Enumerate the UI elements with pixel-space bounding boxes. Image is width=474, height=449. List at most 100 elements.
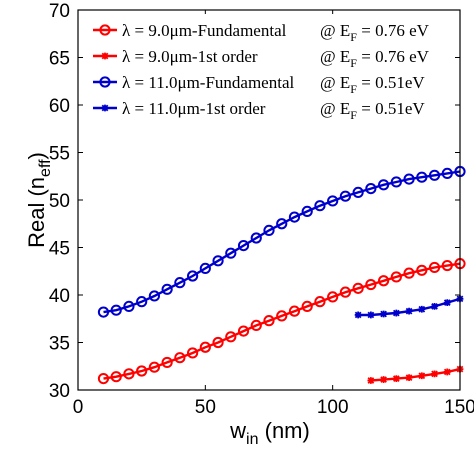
data-point-circle bbox=[365, 278, 377, 291]
legend-label: λ = 11.0μm-Fundamental bbox=[122, 73, 294, 92]
data-point-circle bbox=[276, 218, 288, 230]
data-point-circle bbox=[97, 306, 110, 318]
y-tick-label: 45 bbox=[49, 239, 70, 260]
data-point-circle bbox=[403, 173, 415, 185]
data-point-circle bbox=[136, 365, 148, 377]
legend-condition-value: = 0.51eV bbox=[357, 73, 425, 92]
data-point-star bbox=[418, 305, 426, 313]
data-point-star bbox=[405, 307, 413, 315]
data-point-circle bbox=[110, 371, 122, 383]
y-tick-label: 70 bbox=[49, 1, 70, 22]
legend-condition-value: = 0.51eV bbox=[357, 99, 425, 118]
y-tick-label: 30 bbox=[49, 381, 70, 402]
y-axis-label: Real (n bbox=[24, 177, 49, 248]
data-point-circle bbox=[314, 296, 326, 308]
axes-layer: 0 50 100 150 30 35 40 45 50 55 60 65 70 bbox=[49, 1, 474, 418]
data-point-star bbox=[380, 310, 387, 318]
series-4 bbox=[354, 295, 464, 319]
series-2 bbox=[367, 365, 464, 384]
legend-condition-subscript: F bbox=[350, 108, 357, 122]
data-point-circle bbox=[199, 262, 211, 274]
y-tick-label: 35 bbox=[49, 334, 70, 355]
y-tick-label: 50 bbox=[49, 191, 70, 212]
data-point-circle bbox=[288, 305, 301, 317]
data-point-circle bbox=[301, 300, 313, 312]
legend-swatch-marker bbox=[99, 76, 111, 88]
y-axis-label-subscript: eff bbox=[37, 159, 54, 177]
data-point-star bbox=[418, 372, 426, 380]
data-point-circle bbox=[327, 195, 339, 207]
data-point-circle bbox=[339, 190, 351, 202]
data-point-star bbox=[392, 309, 400, 317]
data-point-star bbox=[392, 375, 400, 382]
legend-entry: λ = 11.0μm-Fundamental @ EF = 0.51eV bbox=[93, 73, 425, 96]
y-tick-label: 60 bbox=[49, 96, 70, 117]
data-point-circle bbox=[237, 240, 250, 252]
data-point-circle bbox=[199, 341, 211, 353]
legend-condition-value: = 0.76 eV bbox=[357, 47, 430, 66]
data-point-circle bbox=[187, 270, 199, 282]
data-point-circle bbox=[416, 171, 428, 183]
data-point-circle bbox=[148, 290, 160, 302]
data-point-circle bbox=[441, 167, 453, 179]
legend-condition-subscript: F bbox=[350, 56, 357, 70]
data-point-circle bbox=[97, 373, 110, 385]
data-point-circle bbox=[416, 264, 428, 276]
legend-condition: @ EF = 0.76 eV bbox=[320, 47, 430, 70]
data-point-circle bbox=[123, 300, 135, 312]
data-point-circle bbox=[378, 275, 390, 287]
data-point-circle bbox=[378, 179, 390, 191]
y-axis-title: Real (neff) bbox=[24, 152, 54, 248]
legend-condition: @ EF = 0.51eV bbox=[320, 99, 425, 122]
data-point-circle bbox=[225, 247, 237, 259]
legend-condition-prefix: @ E bbox=[320, 21, 350, 40]
legend-swatch-marker bbox=[101, 104, 109, 112]
legend-condition-prefix: @ E bbox=[320, 99, 350, 118]
data-point-star bbox=[380, 376, 387, 383]
legend-label: λ = 11.0μm-1st order bbox=[122, 99, 266, 118]
legend-background bbox=[86, 14, 448, 132]
data-point-circle bbox=[403, 267, 415, 279]
data-point-star bbox=[405, 374, 413, 382]
legend-condition: @ EF = 0.51eV bbox=[320, 73, 425, 96]
data-point-star bbox=[354, 311, 362, 319]
data-point-circle bbox=[148, 361, 160, 373]
data-point-star bbox=[431, 370, 438, 378]
data-point-circle bbox=[314, 200, 326, 212]
data-point-circle bbox=[161, 283, 173, 295]
data-point-circle bbox=[339, 286, 351, 298]
data-point-circle bbox=[225, 331, 237, 343]
legend-label: λ = 9.0μm-1st order bbox=[122, 47, 258, 66]
data-point-star bbox=[443, 368, 451, 376]
data-point-star bbox=[367, 377, 375, 384]
data-point-circle bbox=[250, 319, 262, 331]
data-point-circle bbox=[428, 169, 441, 181]
data-point-star bbox=[367, 311, 375, 319]
data-point-star bbox=[443, 299, 451, 306]
data-point-circle bbox=[301, 205, 313, 217]
data-point-circle bbox=[212, 255, 224, 267]
legend-condition-subscript: F bbox=[350, 30, 357, 44]
x-tick-label: 0 bbox=[73, 397, 84, 418]
x-axis-title: win (nm) bbox=[229, 418, 310, 448]
data-point-circle bbox=[161, 356, 173, 369]
data-point-circle bbox=[263, 315, 275, 327]
series-3 bbox=[97, 165, 466, 318]
y-tick-label: 65 bbox=[49, 49, 70, 70]
data-point-circle bbox=[237, 325, 250, 337]
data-point-circle bbox=[390, 271, 402, 283]
data-point-circle bbox=[263, 224, 275, 236]
data-point-circle bbox=[123, 368, 135, 380]
data-point-circle bbox=[327, 291, 339, 303]
y-tick-label: 55 bbox=[49, 144, 70, 165]
x-tick-label: 150 bbox=[444, 397, 474, 418]
legend-swatch-marker bbox=[101, 52, 109, 60]
data-point-circle bbox=[352, 282, 364, 294]
data-point-circle bbox=[288, 211, 301, 223]
data-point-circle bbox=[390, 176, 402, 188]
data-point-circle bbox=[110, 304, 122, 316]
y-tick-label: 40 bbox=[49, 286, 70, 307]
data-point-circle bbox=[352, 186, 364, 198]
data-point-circle bbox=[441, 259, 453, 272]
